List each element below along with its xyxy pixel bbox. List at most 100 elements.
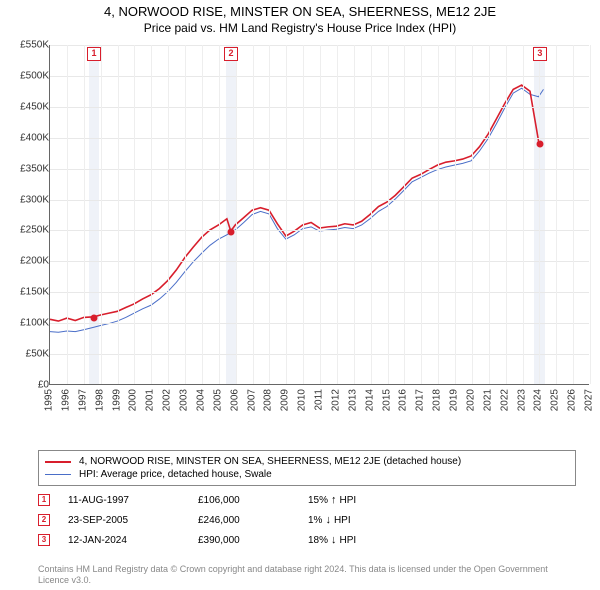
legend-swatch bbox=[45, 474, 71, 475]
gridline-v bbox=[185, 45, 186, 384]
y-axis-label: £200K bbox=[20, 256, 49, 267]
x-axis-label: 2027 bbox=[584, 389, 595, 411]
arrow-down-icon: ↓ bbox=[331, 534, 337, 546]
gridline-v bbox=[354, 45, 355, 384]
event-change: 18%↓HPI bbox=[308, 534, 448, 546]
gridline-v bbox=[556, 45, 557, 384]
x-axis-label: 2016 bbox=[398, 389, 409, 411]
gridline-v bbox=[438, 45, 439, 384]
gridline-v bbox=[371, 45, 372, 384]
x-axis-label: 1998 bbox=[94, 389, 105, 411]
gridline-v bbox=[253, 45, 254, 384]
x-axis-label: 2021 bbox=[482, 389, 493, 411]
gridline-v bbox=[236, 45, 237, 384]
x-axis-label: 2003 bbox=[179, 389, 190, 411]
event-row: 111-AUG-1997£106,00015%↑HPI bbox=[38, 490, 576, 510]
x-axis-label: 2022 bbox=[499, 389, 510, 411]
event-marker-box: 3 bbox=[38, 534, 50, 546]
x-axis-label: 2002 bbox=[162, 389, 173, 411]
x-axis-label: 2001 bbox=[145, 389, 156, 411]
y-axis-label: £50K bbox=[26, 349, 49, 360]
x-axis-label: 1996 bbox=[60, 389, 71, 411]
gridline-v bbox=[219, 45, 220, 384]
x-axis-label: 2006 bbox=[229, 389, 240, 411]
marker-box: 2 bbox=[224, 47, 238, 61]
x-axis-label: 2018 bbox=[432, 389, 443, 411]
gridline-v bbox=[303, 45, 304, 384]
legend-row: 4, NORWOOD RISE, MINSTER ON SEA, SHEERNE… bbox=[45, 455, 569, 468]
y-axis-label: £450K bbox=[20, 101, 49, 112]
x-axis-label: 2012 bbox=[330, 389, 341, 411]
gridline-v bbox=[337, 45, 338, 384]
y-axis-label: £400K bbox=[20, 132, 49, 143]
y-axis-label: £100K bbox=[20, 318, 49, 329]
gridline-v bbox=[388, 45, 389, 384]
event-marker-box: 2 bbox=[38, 514, 50, 526]
page-title: 4, NORWOOD RISE, MINSTER ON SEA, SHEERNE… bbox=[0, 0, 600, 19]
event-change: 15%↑HPI bbox=[308, 494, 448, 506]
y-axis-label: £550K bbox=[20, 40, 49, 51]
gridline-v bbox=[101, 45, 102, 384]
attribution-text: Contains HM Land Registry data © Crown c… bbox=[38, 564, 576, 587]
page-subtitle: Price paid vs. HM Land Registry's House … bbox=[0, 19, 600, 35]
x-axis-label: 2014 bbox=[364, 389, 375, 411]
gridline-v bbox=[320, 45, 321, 384]
x-axis-label: 2005 bbox=[212, 389, 223, 411]
y-axis-label: £350K bbox=[20, 163, 49, 174]
x-axis-label: 2013 bbox=[347, 389, 358, 411]
gridline-v bbox=[590, 45, 591, 384]
gridline-v bbox=[573, 45, 574, 384]
legend-label: HPI: Average price, detached house, Swal… bbox=[79, 469, 272, 480]
gridline-v bbox=[134, 45, 135, 384]
x-axis-label: 1999 bbox=[111, 389, 122, 411]
gridline-v bbox=[506, 45, 507, 384]
x-axis-label: 1997 bbox=[77, 389, 88, 411]
gridline-v bbox=[84, 45, 85, 384]
gridline-v bbox=[539, 45, 540, 384]
x-axis-label: 2004 bbox=[195, 389, 206, 411]
x-axis-label: 2017 bbox=[415, 389, 426, 411]
event-suffix: HPI bbox=[340, 495, 357, 506]
x-axis-label: 2019 bbox=[449, 389, 460, 411]
event-price: £106,000 bbox=[198, 495, 308, 506]
y-axis-label: £150K bbox=[20, 287, 49, 298]
legend-swatch bbox=[45, 461, 71, 463]
gridline-v bbox=[523, 45, 524, 384]
y-axis-label: £500K bbox=[20, 70, 49, 81]
x-axis-label: 2024 bbox=[533, 389, 544, 411]
event-pct: 18% bbox=[308, 535, 328, 546]
x-axis-label: 2009 bbox=[280, 389, 291, 411]
gridline-v bbox=[404, 45, 405, 384]
marker-dot bbox=[228, 228, 235, 235]
event-suffix: HPI bbox=[340, 535, 357, 546]
event-change: 1%↓HPI bbox=[308, 514, 448, 526]
gridline-v bbox=[67, 45, 68, 384]
marker-dot bbox=[91, 314, 98, 321]
arrow-down-icon: ↓ bbox=[325, 514, 331, 526]
event-table: 111-AUG-1997£106,00015%↑HPI223-SEP-2005£… bbox=[38, 490, 576, 550]
gridline-v bbox=[455, 45, 456, 384]
marker-dot bbox=[536, 140, 543, 147]
event-date: 12-JAN-2024 bbox=[68, 535, 198, 546]
legend-label: 4, NORWOOD RISE, MINSTER ON SEA, SHEERNE… bbox=[79, 456, 461, 467]
gridline-v bbox=[421, 45, 422, 384]
series-property bbox=[50, 85, 539, 321]
event-suffix: HPI bbox=[334, 515, 351, 526]
x-axis-label: 2000 bbox=[128, 389, 139, 411]
y-axis-label: £300K bbox=[20, 194, 49, 205]
gridline-v bbox=[269, 45, 270, 384]
gridline-v bbox=[118, 45, 119, 384]
x-axis-label: 2011 bbox=[314, 389, 325, 411]
gridline-v bbox=[489, 45, 490, 384]
arrow-up-icon: ↑ bbox=[331, 494, 337, 506]
x-axis-label: 2026 bbox=[567, 389, 578, 411]
x-axis-label: 2010 bbox=[297, 389, 308, 411]
legend-row: HPI: Average price, detached house, Swal… bbox=[45, 468, 569, 481]
x-axis-label: 2025 bbox=[550, 389, 561, 411]
marker-box: 3 bbox=[533, 47, 547, 61]
gridline-v bbox=[168, 45, 169, 384]
x-axis-label: 1995 bbox=[44, 389, 55, 411]
chart: 123 £0£50K£100K£150K£200K£250K£300K£350K… bbox=[3, 39, 597, 439]
x-axis-label: 2007 bbox=[246, 389, 257, 411]
event-marker-box: 1 bbox=[38, 494, 50, 506]
